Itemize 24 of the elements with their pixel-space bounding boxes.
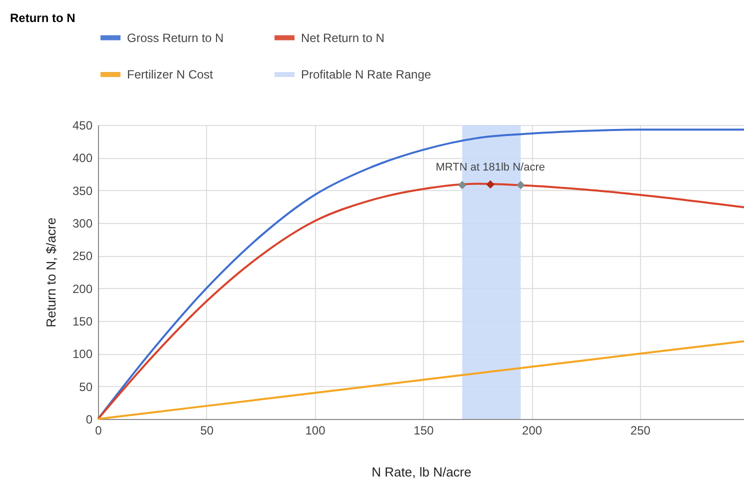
x-tick-label: 0: [95, 424, 102, 438]
x-tick-label: 100: [305, 424, 326, 438]
y-tick-label: 450: [72, 118, 93, 132]
legend-label: Net Return to N: [301, 30, 384, 45]
chart-title: Return to N: [10, 11, 76, 25]
y-tick-label: 100: [72, 347, 93, 362]
y-tick-label: 0: [86, 412, 93, 426]
legend-label: Profitable N Rate Range: [301, 68, 432, 82]
y-tick-label: 400: [72, 151, 93, 166]
legend-label: Gross Return to N: [127, 30, 224, 45]
y-tick-label: 150: [72, 314, 93, 328]
y-tick-label: 200: [72, 282, 93, 296]
x-tick-label: 50: [200, 424, 214, 438]
y-tick-label: 350: [72, 184, 93, 198]
x-tick-label: 200: [522, 424, 542, 438]
x-axis-title: N Rate, lb N/acre: [372, 464, 472, 480]
annotation: MRTN at 181lb N/acre: [436, 161, 545, 174]
y-tick-label: 300: [72, 216, 93, 230]
x-tick-label: 150: [414, 424, 434, 438]
x-tick-label: 250: [630, 424, 651, 438]
y-tick-label: 250: [72, 249, 93, 264]
y-tick-label: 50: [79, 380, 93, 394]
y-axis-title: Return to N, $/acre: [43, 218, 58, 328]
legend-label: Fertilizer N Cost: [127, 68, 214, 82]
